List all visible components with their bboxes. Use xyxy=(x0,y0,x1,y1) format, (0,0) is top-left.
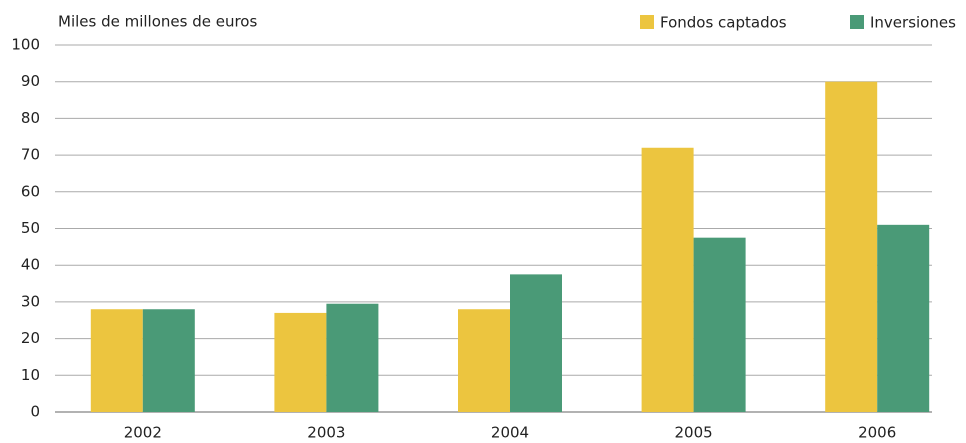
x-tick-label: 2006 xyxy=(858,424,896,442)
y-tick-label: 40 xyxy=(21,256,40,274)
y-tick-label: 30 xyxy=(21,292,40,310)
x-tick-label: 2004 xyxy=(491,424,529,442)
bar xyxy=(825,81,878,412)
bar xyxy=(458,309,510,412)
y-tick-label: 70 xyxy=(21,146,40,164)
bar xyxy=(90,309,143,412)
legend-label: Inversiones xyxy=(870,14,956,32)
x-tick-label: 2002 xyxy=(124,424,162,442)
y-tick-label: 0 xyxy=(30,403,40,421)
x-tick-label: 2005 xyxy=(675,424,713,442)
bar xyxy=(326,303,379,412)
bar xyxy=(274,312,327,412)
bar xyxy=(693,237,746,412)
y-tick-label: 50 xyxy=(21,219,40,237)
bar xyxy=(510,274,562,412)
bar xyxy=(641,147,694,412)
y-tick-label: 80 xyxy=(21,109,40,127)
legend-swatch xyxy=(850,15,864,29)
y-tick-label: 100 xyxy=(11,36,40,54)
y-tick-label: 90 xyxy=(21,72,40,90)
bar xyxy=(142,309,195,412)
legend-label: Fondos captados xyxy=(660,14,787,32)
y-tick-label: 60 xyxy=(21,182,40,200)
y-tick-label: 20 xyxy=(21,329,40,347)
y-axis-label: Miles de millones de euros xyxy=(58,13,257,31)
y-tick-label: 10 xyxy=(21,366,40,384)
x-tick-label: 2003 xyxy=(307,424,345,442)
bar xyxy=(877,224,930,412)
legend-swatch xyxy=(640,15,654,29)
